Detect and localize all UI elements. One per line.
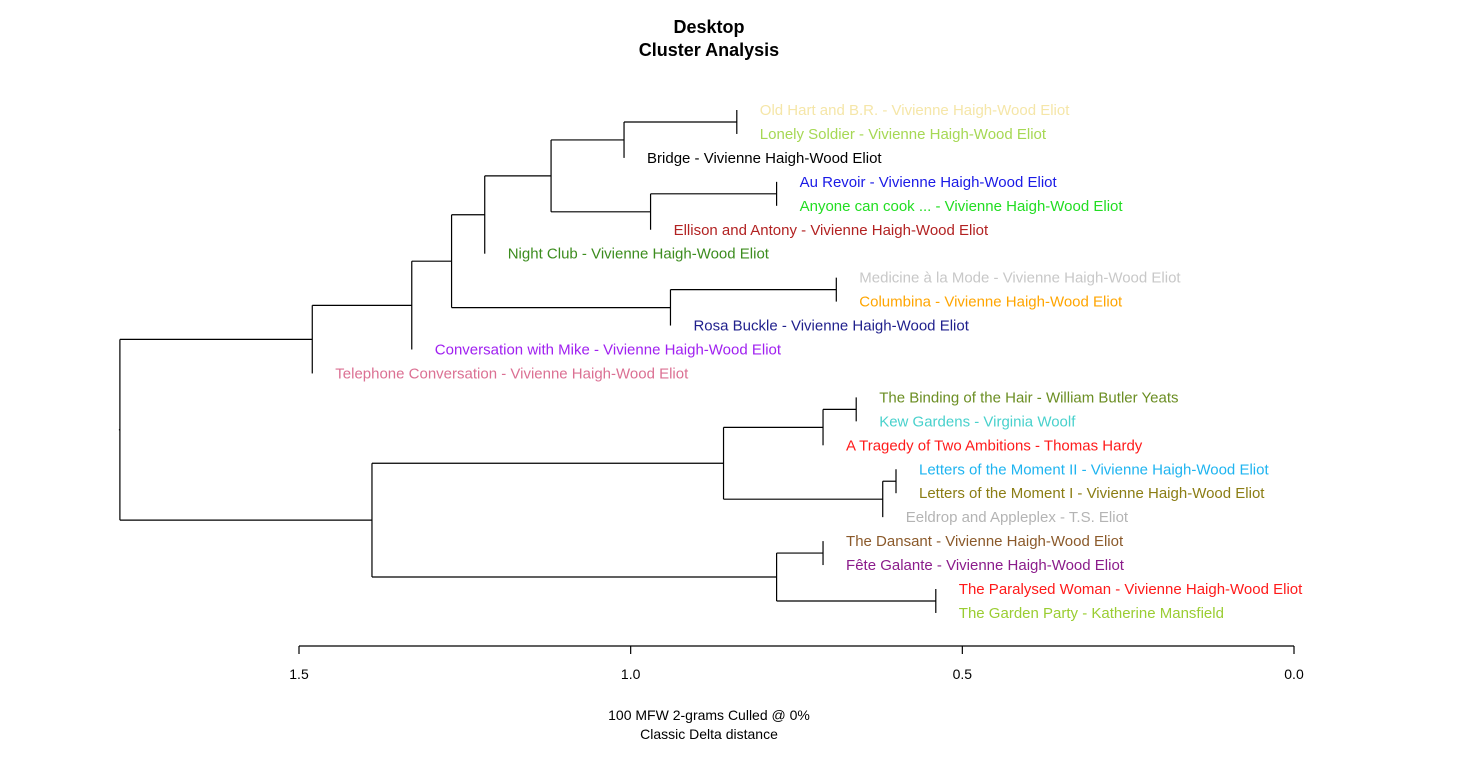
- leaf-label: The Paralysed Woman - Vivienne Haigh-Woo…: [959, 581, 1303, 598]
- leaf-label: Au Revoir - Vivienne Haigh-Wood Eliot: [800, 174, 1058, 191]
- x-axis-tick-label: 1.5: [289, 666, 309, 682]
- leaf-label: The Garden Party - Katherine Mansfield: [959, 605, 1224, 622]
- dendrogram-leaf-labels: Old Hart and B.R. - Vivienne Haigh-Wood …: [335, 102, 1303, 622]
- leaf-label: Letters of the Moment II - Vivienne Haig…: [919, 461, 1269, 478]
- dendrogram-links: [118, 110, 937, 613]
- leaf-label: Conversation with Mike - Vivienne Haigh-…: [435, 342, 782, 359]
- leaf-label: Lonely Soldier - Vivienne Haigh-Wood Eli…: [760, 126, 1047, 143]
- leaf-label: Letters of the Moment I - Vivienne Haigh…: [919, 485, 1265, 502]
- chart-title-line-2: Cluster Analysis: [639, 40, 779, 60]
- leaf-label: Bridge - Vivienne Haigh-Wood Eliot: [647, 150, 882, 167]
- leaf-label: Rosa Buckle - Vivienne Haigh-Wood Eliot: [693, 318, 969, 335]
- leaf-label: Anyone can cook ... - Vivienne Haigh-Woo…: [800, 198, 1124, 215]
- leaf-label: Telephone Conversation - Vivienne Haigh-…: [335, 365, 689, 382]
- chart-caption-line-2: Classic Delta distance: [640, 726, 778, 742]
- leaf-label: The Dansant - Vivienne Haigh-Wood Eliot: [846, 533, 1124, 550]
- leaf-label: Old Hart and B.R. - Vivienne Haigh-Wood …: [760, 102, 1070, 119]
- leaf-label: Eeldrop and Appleplex - T.S. Eliot: [906, 509, 1129, 526]
- leaf-label: Night Club - Vivienne Haigh-Wood Eliot: [508, 246, 770, 263]
- chart-caption-line-1: 100 MFW 2-grams Culled @ 0%: [608, 707, 810, 723]
- leaf-label: Fête Galante - Vivienne Haigh-Wood Eliot: [846, 557, 1125, 574]
- x-axis-tick-label: 0.0: [1284, 666, 1304, 682]
- leaf-label: A Tragedy of Two Ambitions - Thomas Hard…: [846, 437, 1143, 454]
- leaf-label: Medicine à la Mode - Vivienne Haigh-Wood…: [859, 270, 1181, 287]
- leaf-label: Kew Gardens - Virginia Woolf: [879, 413, 1076, 430]
- x-axis-tick-label: 1.0: [621, 666, 641, 682]
- x-axis-tick-label: 0.5: [953, 666, 973, 682]
- leaf-label: Columbina - Vivienne Haigh-Wood Eliot: [859, 294, 1123, 311]
- chart-title-line-1: Desktop: [673, 17, 744, 37]
- x-axis: 1.5 1.0 0.5 0.0: [289, 645, 1304, 682]
- leaf-label: The Binding of the Hair - William Butler…: [879, 389, 1178, 406]
- leaf-label: Ellison and Antony - Vivienne Haigh-Wood…: [674, 222, 989, 239]
